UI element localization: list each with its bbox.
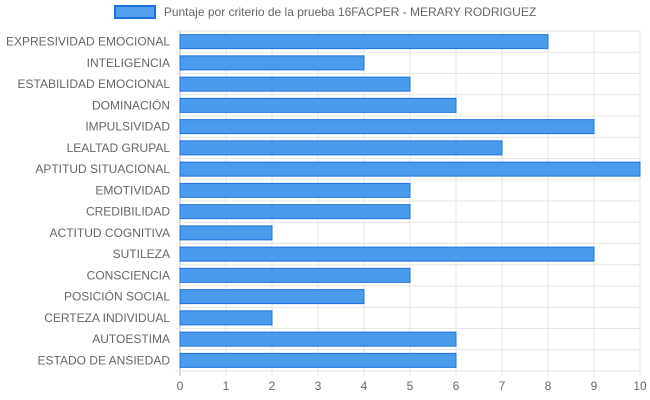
x-tick-label: 6	[453, 379, 460, 393]
legend-swatch	[113, 5, 156, 19]
legend-label: Puntaje por criterio de la prueba 16FACP…	[163, 5, 537, 19]
category-labels: EXPRESIVIDAD EMOCIONAL INTELIGENCIA ESTABI…	[6, 35, 170, 368]
category-label: POSICIÓN SOCIAL	[64, 289, 170, 304]
category-label: LEALTAD GRUPAL	[67, 141, 171, 155]
x-tick-label: 7	[499, 379, 506, 393]
bar[interactable]	[179, 55, 365, 71]
x-tick-label: 1	[223, 379, 230, 393]
category-label: ESTABILIDAD EMOCIONAL	[18, 77, 171, 91]
category-label: DOMINACIÓN	[92, 97, 170, 112]
bar[interactable]	[179, 34, 549, 50]
category-label: EMOTIVIDAD	[95, 183, 170, 197]
category-label: CERTEZA INDIVIDUAL	[44, 311, 170, 325]
category-label: APTITUD SITUACIONAL	[35, 162, 170, 176]
bar[interactable]	[179, 161, 641, 177]
category-label: ESTADO DE ANSIEDAD	[38, 353, 171, 367]
bar[interactable]	[179, 119, 595, 135]
x-tick-label: 2	[269, 379, 276, 393]
category-label: ACTITUD COGNITIVA	[50, 226, 170, 240]
bar[interactable]	[179, 289, 365, 305]
bar[interactable]	[179, 352, 457, 368]
bars	[179, 34, 641, 368]
x-tick-label: 9	[591, 379, 598, 393]
category-label: CREDIBILIDAD	[86, 205, 170, 219]
chart-legend[interactable]: Puntaje por criterio de la prueba 16FACP…	[0, 5, 650, 19]
category-label: CONSCIENCIA	[87, 268, 170, 282]
bar[interactable]	[179, 97, 457, 113]
x-tick-label: 10	[633, 379, 647, 393]
x-tick-label: 3	[315, 379, 322, 393]
bar[interactable]	[179, 246, 595, 262]
x-tick-label: 0	[177, 379, 184, 393]
x-tick-label: 8	[545, 379, 552, 393]
bar[interactable]	[179, 310, 273, 326]
category-label: SUTILEZA	[113, 247, 170, 261]
bar[interactable]	[179, 140, 503, 156]
bar[interactable]	[179, 204, 411, 220]
x-tick-label: 5	[407, 379, 414, 393]
bar[interactable]	[179, 182, 411, 198]
bar[interactable]	[179, 331, 457, 347]
bar[interactable]	[179, 225, 273, 241]
x-axis-ticks: 0 1 2 3 4 5 6 7 8 9 10	[177, 379, 647, 393]
category-label: AUTOESTIMA	[92, 332, 170, 346]
grid-lines	[175, 30, 641, 376]
category-label: EXPRESIVIDAD EMOCIONAL	[6, 35, 170, 49]
bar[interactable]	[179, 267, 411, 283]
category-label: IMPULSIVIDAD	[85, 120, 170, 134]
bar[interactable]	[179, 76, 411, 92]
x-tick-label: 4	[361, 379, 368, 393]
category-label: INTELIGENCIA	[87, 56, 170, 70]
